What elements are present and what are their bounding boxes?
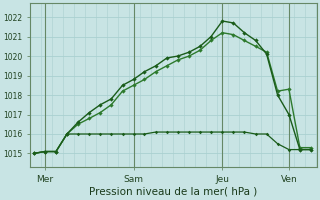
X-axis label: Pression niveau de la mer( hPa ): Pression niveau de la mer( hPa ) — [89, 187, 258, 197]
